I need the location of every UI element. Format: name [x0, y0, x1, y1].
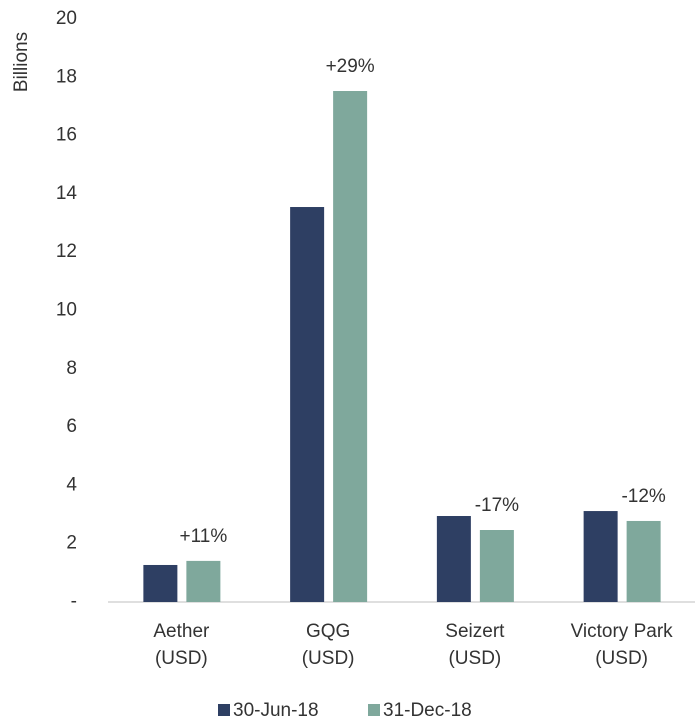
- bar: [436, 516, 471, 602]
- bar: [479, 529, 514, 602]
- bar: [626, 520, 661, 602]
- y-tick-label: 20: [56, 8, 77, 29]
- annotation: +29%: [326, 56, 375, 77]
- y-tick-label: 2: [66, 533, 77, 554]
- bar: [143, 564, 178, 602]
- legend-label: 31-Dec-18: [383, 700, 472, 721]
- y-tick-label: 4: [66, 474, 77, 495]
- legend-swatch: [368, 704, 380, 716]
- legend-swatch: [218, 704, 230, 716]
- x-tick-label: GQG: [306, 621, 350, 642]
- x-tick-label: Aether: [153, 621, 210, 642]
- y-tick-label: -: [71, 591, 77, 612]
- annotation: -12%: [621, 486, 665, 507]
- y-tick-label: 8: [66, 358, 77, 379]
- bar: [583, 511, 618, 602]
- y-tick-label: 18: [56, 66, 77, 87]
- x-tick-label: (USD): [155, 648, 208, 669]
- bar: [333, 91, 368, 603]
- bar: [290, 207, 325, 602]
- x-tick-label: (USD): [302, 648, 355, 669]
- y-tick-label: 10: [56, 300, 77, 321]
- y-tick-label: 12: [56, 241, 77, 262]
- y-tick-label: 14: [56, 183, 78, 204]
- y-tick-label: 16: [56, 125, 77, 146]
- x-tick-label: Victory Park: [571, 621, 674, 642]
- x-tick-label: (USD): [448, 648, 501, 669]
- y-tick-label: 6: [66, 416, 77, 437]
- bar: [186, 560, 221, 602]
- annotation: +11%: [180, 526, 228, 547]
- legend-label: 30-Jun-18: [233, 700, 319, 721]
- x-tick-label: (USD): [595, 648, 648, 669]
- x-tick-label: Seizert: [445, 621, 505, 642]
- y-axis-label: Billions: [11, 32, 32, 92]
- annotation: -17%: [475, 495, 519, 516]
